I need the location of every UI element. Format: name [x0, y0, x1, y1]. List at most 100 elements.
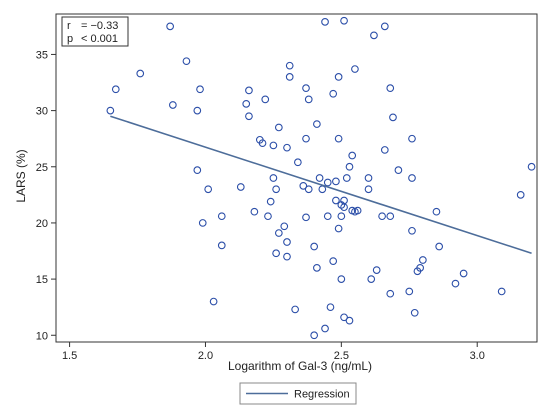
- data-point: [527, 162, 536, 171]
- data-point: [182, 57, 191, 66]
- data-point: [313, 120, 321, 128]
- data-point: [435, 242, 444, 251]
- data-point: [264, 212, 272, 221]
- data-point: [459, 269, 468, 278]
- data-point: [250, 207, 259, 216]
- data-point: [408, 226, 416, 235]
- legend-regression-label: Regression: [294, 389, 350, 401]
- y-tick-label: 30: [36, 106, 48, 118]
- data-point: [245, 86, 253, 95]
- p-label: p: [67, 33, 73, 45]
- data-point: [386, 212, 395, 221]
- p-value: < 0.001: [81, 33, 118, 45]
- data-point: [299, 182, 308, 190]
- data-point: [169, 101, 177, 109]
- data-point: [269, 174, 278, 182]
- data-point: [334, 224, 343, 233]
- y-tick-label: 20: [36, 218, 48, 230]
- data-point: [193, 106, 202, 115]
- plot-frame: [55, 13, 538, 343]
- data-point: [329, 257, 338, 265]
- data-point: [294, 158, 302, 167]
- data-point: [304, 185, 313, 194]
- r-value: = −0.33: [81, 20, 118, 32]
- axis-ticks: 1.5 2.0 2.5 3.0 10 15 20 25 30 35: [36, 49, 485, 362]
- data-point: [516, 190, 525, 199]
- data-point: [394, 166, 403, 174]
- data-point: [272, 249, 280, 258]
- data-point: [451, 279, 460, 288]
- data-point: [348, 151, 357, 160]
- data-point: [209, 297, 218, 306]
- data-point: [329, 89, 338, 98]
- data-point: [405, 287, 414, 296]
- data-point: [321, 324, 329, 333]
- data-point: [302, 134, 310, 143]
- data-point: [332, 196, 340, 205]
- data-point: [217, 241, 226, 250]
- data-point: [408, 134, 416, 143]
- data-point: [274, 123, 283, 132]
- data-point: [323, 212, 332, 221]
- data-point: [380, 146, 389, 154]
- data-point: [310, 331, 319, 340]
- data-point: [351, 65, 359, 73]
- data-point: [370, 31, 378, 40]
- data-point: [337, 275, 346, 283]
- data-point: [274, 229, 283, 237]
- data-point: [285, 61, 294, 70]
- data-point: [193, 166, 202, 174]
- data-point: [283, 143, 291, 152]
- data-point: [340, 313, 348, 322]
- y-tick-label: 15: [36, 274, 48, 286]
- data-point: [378, 212, 386, 221]
- data-point: [291, 305, 299, 314]
- stats-annotation: r = −0.33 p < 0.001: [61, 16, 129, 47]
- data-point: [106, 106, 115, 115]
- data-point: [364, 174, 373, 182]
- data-point: [302, 213, 310, 222]
- data-point: [386, 84, 395, 92]
- regression-line: [110, 115, 532, 255]
- data-point: [345, 162, 354, 171]
- data-point: [345, 316, 354, 325]
- data-point: [332, 177, 340, 186]
- legend-box: [239, 382, 357, 405]
- x-axis-title: Logarithm of Gal-3 (ng/mL): [228, 359, 372, 373]
- data-point: [334, 134, 343, 143]
- data-point: [342, 174, 351, 182]
- data-point: [315, 174, 324, 182]
- x-tick-label: 1.5: [62, 350, 77, 362]
- data-point: [302, 84, 310, 92]
- legend: Regression: [239, 382, 357, 405]
- data-point: [136, 69, 145, 78]
- regression-layer: [110, 115, 532, 255]
- data-point: [304, 95, 313, 104]
- data-point: [353, 206, 362, 215]
- data-point: [410, 308, 419, 317]
- data-point: [285, 73, 294, 81]
- y-tick-label: 35: [36, 49, 48, 61]
- data-point: [217, 212, 226, 221]
- data-point: [166, 22, 174, 31]
- data-point: [326, 303, 335, 312]
- data-points: [106, 16, 536, 340]
- y-axis-title: LARS (%): [14, 149, 28, 202]
- data-point: [372, 266, 381, 274]
- data-point: [236, 183, 245, 191]
- data-point: [310, 242, 319, 251]
- data-point: [272, 185, 280, 194]
- data-point: [432, 207, 441, 216]
- data-point: [389, 113, 397, 122]
- x-tick-label: 3.0: [470, 350, 485, 362]
- data-point: [283, 252, 291, 261]
- data-point: [261, 95, 270, 104]
- data-point: [269, 141, 278, 150]
- data-point: [408, 174, 416, 182]
- y-tick-label: 25: [36, 162, 48, 174]
- data-point: [198, 219, 207, 227]
- data-point: [367, 275, 376, 283]
- data-point: [337, 212, 346, 221]
- data-point: [242, 100, 251, 108]
